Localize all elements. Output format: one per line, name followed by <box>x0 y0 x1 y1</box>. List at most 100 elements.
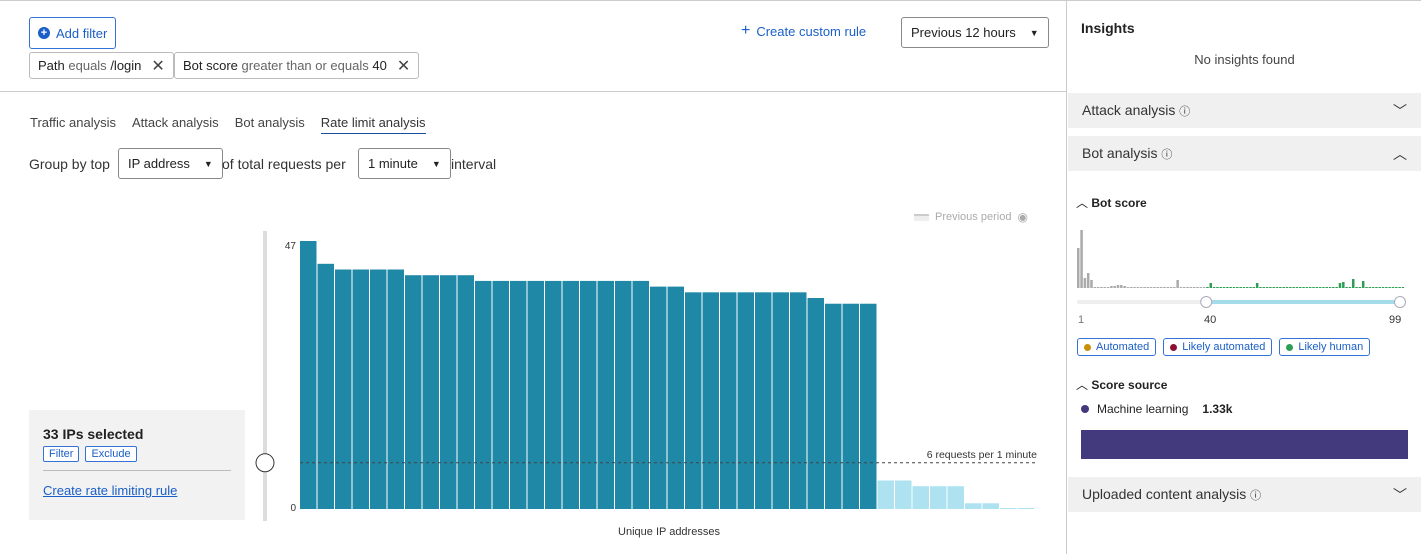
chart-bar <box>492 280 509 509</box>
tab-attack-analysis[interactable]: Attack analysis <box>131 115 219 130</box>
chart-bar <box>422 275 439 509</box>
histogram-bar <box>1100 287 1103 288</box>
bot-score-title: Bot score <box>1091 196 1147 210</box>
x-axis-label: Unique IP addresses <box>618 526 720 538</box>
histogram-bar <box>1308 287 1312 288</box>
histogram-bar <box>1358 287 1362 288</box>
histogram-bar <box>1285 287 1289 288</box>
bot-score-selected: 40 <box>1204 314 1217 326</box>
histogram-bar <box>1080 230 1083 288</box>
insights-title: Insights <box>1081 20 1135 36</box>
score-source-value: 1.33k <box>1202 402 1233 416</box>
chart-bar <box>737 292 754 509</box>
histogram-bar <box>1361 281 1365 288</box>
range-handle[interactable] <box>1200 296 1213 308</box>
chevron-down-icon: ﹀ <box>1393 102 1407 119</box>
info-icon: ⓘ <box>1179 106 1191 118</box>
exclude-button[interactable]: Exclude <box>85 446 137 462</box>
tab-bot-analysis[interactable]: Bot analysis <box>234 115 305 130</box>
chart-bar <box>457 275 474 509</box>
chart-bar <box>982 503 999 509</box>
score-source-bar <box>1081 430 1408 459</box>
histogram-bar <box>1249 287 1252 288</box>
histogram-bar <box>1139 287 1143 288</box>
interval-label: interval <box>451 156 497 172</box>
chart-bar <box>650 286 667 509</box>
close-icon[interactable]: ✕ <box>396 57 411 75</box>
accordion-label: Bot analysis <box>1082 145 1158 161</box>
caret-down-icon: ▼ <box>203 158 213 169</box>
histogram-bar <box>1226 287 1229 288</box>
threshold-slider-handle[interactable] <box>255 453 275 473</box>
histogram-bar <box>1312 287 1315 288</box>
histogram-bar <box>1212 287 1216 288</box>
histogram-bar <box>1265 287 1269 288</box>
interval-value: 1 minute <box>368 156 418 171</box>
chart-bar <box>772 292 789 509</box>
histogram-bar <box>1236 287 1239 288</box>
previous-period-toggle[interactable]: Previous period ◉ <box>914 210 1028 224</box>
histogram-bar <box>1332 287 1335 288</box>
chart-bar <box>300 241 317 509</box>
dot-icon <box>1084 343 1091 351</box>
histogram-bar <box>1116 285 1120 288</box>
chart-bar <box>912 486 929 509</box>
range-fill <box>1206 300 1405 304</box>
chart-bar <box>370 269 387 509</box>
chart-bar <box>405 275 422 509</box>
legend-automated[interactable]: Automated <box>1077 338 1157 356</box>
filter-chip-bot-score[interactable]: Bot score greater than or equals 40 ✕ <box>174 52 420 79</box>
dot-icon <box>1170 343 1178 351</box>
histogram-bar <box>1229 287 1232 288</box>
histogram-bar <box>1113 286 1116 288</box>
accordion-label: Uploaded content analysis <box>1082 486 1247 502</box>
group-by-label: Group by top <box>29 156 110 172</box>
histogram-bar <box>1103 287 1107 288</box>
add-filter-button[interactable]: + Add filter <box>29 17 117 49</box>
histogram-bar <box>1126 287 1130 288</box>
create-custom-rule-link[interactable]: + Create custom rule <box>741 23 866 40</box>
no-insights-text: No insights found <box>1194 52 1295 67</box>
create-rate-limiting-rule-link[interactable]: Create rate limiting rule <box>43 483 178 498</box>
histogram-bar <box>1077 248 1080 288</box>
histogram-bar <box>1289 287 1292 288</box>
score-source-header[interactable]: ︿ Score source <box>1076 376 1167 393</box>
accordion-uploaded-content-analysis[interactable]: Uploaded content analysis ⓘ ﹀ <box>1068 477 1421 512</box>
legend-likely-human[interactable]: Likely human <box>1279 338 1371 356</box>
histogram-bar <box>1242 287 1246 288</box>
filter-chip-path[interactable]: Path equals /login ✕ <box>29 52 174 79</box>
accordion-bot-analysis[interactable]: Bot analysis ⓘ ︿ <box>1068 136 1421 171</box>
tab-traffic-analysis[interactable]: Traffic analysis <box>30 115 116 130</box>
legend-likely-automated[interactable]: Likely automated <box>1163 338 1273 356</box>
chart-bar <box>387 269 404 509</box>
filter-field: Bot score <box>183 58 238 73</box>
caret-down-icon: ▼ <box>431 158 441 169</box>
accordion-attack-analysis[interactable]: Attack analysis ⓘ ﹀ <box>1068 93 1421 128</box>
histogram-bar <box>1096 287 1100 288</box>
histogram-bar <box>1123 286 1126 288</box>
plus-circle-icon: + <box>38 27 50 39</box>
chart-bar <box>317 263 334 509</box>
group-by-select[interactable]: IP address ▼ <box>118 148 223 179</box>
close-icon[interactable]: ✕ <box>151 57 165 75</box>
selection-slider-track <box>263 231 267 521</box>
y-tick-label: 0 <box>290 503 296 514</box>
analysis-tabs: Traffic analysis Attack analysis Bot ana… <box>30 115 426 134</box>
histogram-bar <box>1375 287 1378 288</box>
histogram-bar <box>1106 287 1110 288</box>
bot-score-header[interactable]: ︿ Bot score <box>1076 194 1147 211</box>
chart-bar <box>545 280 562 509</box>
filter-button[interactable]: Filter <box>43 446 80 462</box>
interval-select[interactable]: 1 minute ▼ <box>358 148 451 179</box>
legend-label: Previous period <box>935 211 1012 223</box>
range-handle[interactable] <box>1394 296 1406 308</box>
caret-down-icon: ▼ <box>1029 27 1039 38</box>
histogram-bar <box>1338 283 1342 288</box>
histogram-bar <box>1252 287 1256 288</box>
histogram-bar <box>1385 287 1388 288</box>
chart-bar <box>790 292 807 509</box>
chart-bar <box>1000 508 1017 509</box>
time-range-select[interactable]: Previous 12 hours ▼ <box>901 17 1049 48</box>
histogram-bar <box>1282 287 1285 288</box>
tab-rate-limit-analysis[interactable]: Rate limit analysis <box>320 115 426 134</box>
